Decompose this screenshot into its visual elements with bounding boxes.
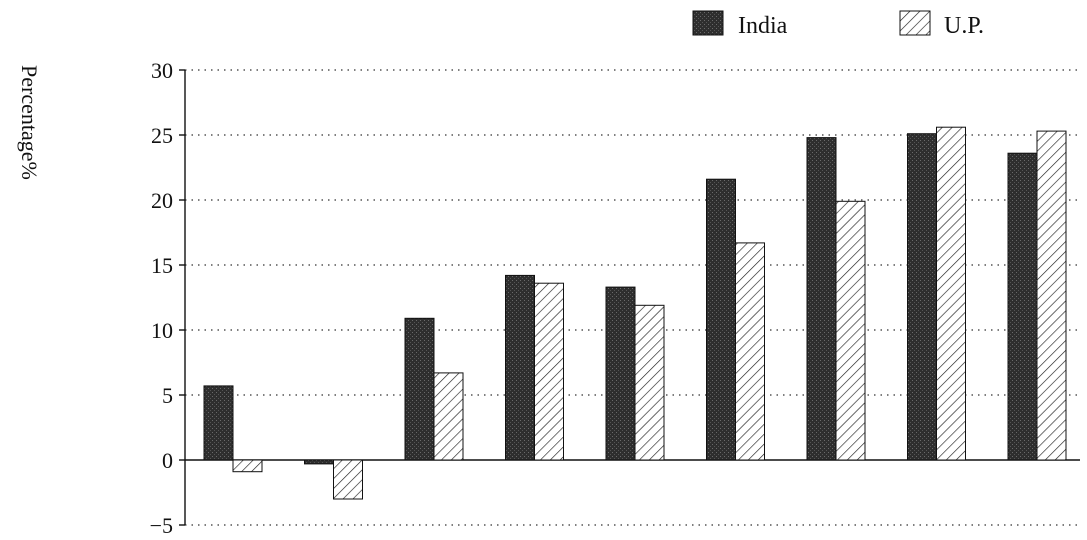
bars (203, 126, 1067, 500)
legend: India U.P. (692, 10, 984, 39)
y-tick-label: 15 (151, 253, 173, 278)
y-tick-label: 0 (162, 448, 173, 473)
legend-label-up: U.P. (944, 13, 984, 39)
y-tick-label: 10 (151, 318, 173, 343)
y-axis (179, 69, 186, 526)
y-tick-label: 30 (151, 58, 173, 83)
y-tick-label: −5 (150, 513, 173, 535)
bar-up (534, 282, 564, 461)
bar-up (936, 126, 966, 461)
y-tick-label: 25 (151, 123, 173, 148)
bar-up (634, 304, 665, 461)
bar-india (404, 317, 435, 461)
legend-label-india: India (738, 13, 788, 39)
bar-india (706, 178, 736, 461)
y-tick-label: 20 (151, 188, 173, 213)
bar-india (505, 274, 535, 461)
bar-india (1007, 152, 1038, 461)
bar-india (605, 286, 636, 461)
y-tick-label: 5 (162, 383, 173, 408)
bar-up (735, 242, 765, 461)
y-tick-labels: −5 0 5 10 15 20 25 30 (150, 58, 173, 538)
bar-up (1036, 130, 1067, 461)
legend-swatch-india (692, 10, 724, 36)
bar-up (835, 200, 866, 461)
bar-india (907, 133, 937, 461)
bar-up (433, 372, 464, 461)
y-axis-title: Percentage% (17, 65, 42, 180)
bar-up (333, 459, 363, 500)
legend-swatch-up (899, 10, 931, 36)
bar-up (232, 459, 263, 473)
bar-india (304, 459, 334, 465)
bar-india (203, 385, 234, 461)
bar-india (806, 137, 837, 461)
